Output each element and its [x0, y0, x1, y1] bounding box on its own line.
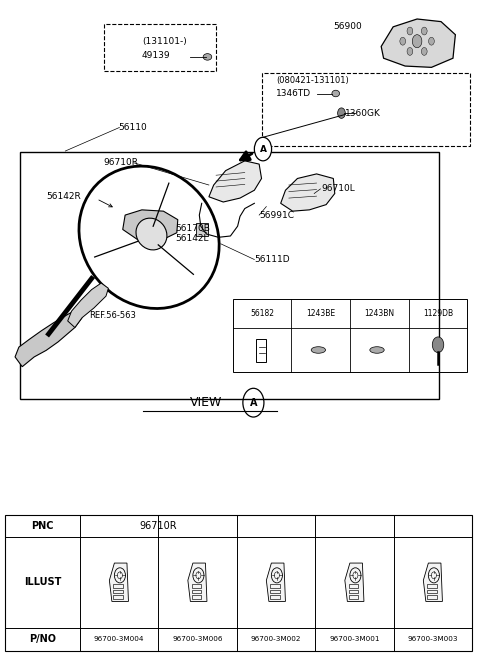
Text: 56142R: 56142R	[46, 193, 81, 201]
Bar	[196, 223, 208, 236]
Text: (131101-): (131101-)	[142, 37, 187, 46]
Ellipse shape	[370, 346, 384, 353]
Bar	[349, 590, 359, 593]
Text: 56900: 56900	[333, 22, 362, 31]
Bar	[427, 590, 437, 593]
Text: 56142L: 56142L	[175, 234, 209, 243]
Text: 96710R: 96710R	[139, 521, 177, 531]
Text: 1129DB: 1129DB	[423, 309, 453, 318]
Text: 56111D: 56111D	[254, 255, 290, 264]
Bar	[349, 584, 359, 588]
Text: 1346TD: 1346TD	[276, 89, 311, 98]
Ellipse shape	[203, 54, 212, 60]
Polygon shape	[381, 19, 456, 67]
Circle shape	[432, 337, 444, 352]
Polygon shape	[123, 210, 178, 242]
Text: REF.56-563: REF.56-563	[89, 311, 136, 320]
Circle shape	[254, 138, 272, 161]
Polygon shape	[15, 309, 82, 367]
Polygon shape	[423, 563, 443, 601]
Text: P/NO: P/NO	[29, 635, 56, 645]
Polygon shape	[345, 563, 364, 601]
Text: A: A	[250, 398, 257, 407]
Text: 96700-3M002: 96700-3M002	[251, 637, 301, 643]
Text: 96700-3M001: 96700-3M001	[329, 637, 380, 643]
Text: (080421-131101): (080421-131101)	[276, 76, 348, 85]
Circle shape	[421, 47, 427, 55]
Text: PNC: PNC	[31, 521, 54, 531]
Circle shape	[407, 47, 413, 55]
Circle shape	[429, 37, 434, 45]
Text: 1360GK: 1360GK	[345, 109, 381, 118]
Polygon shape	[68, 283, 108, 328]
Polygon shape	[281, 174, 335, 211]
Circle shape	[407, 27, 413, 35]
Bar	[270, 590, 280, 593]
Text: 96710L: 96710L	[322, 185, 355, 193]
Text: 96700-3M006: 96700-3M006	[172, 637, 223, 643]
Polygon shape	[109, 563, 129, 601]
Bar	[427, 595, 437, 599]
Bar	[427, 584, 437, 588]
Bar	[192, 584, 202, 588]
Circle shape	[337, 108, 345, 119]
Bar	[270, 584, 280, 588]
Ellipse shape	[311, 346, 325, 353]
Text: 49139: 49139	[142, 51, 170, 60]
Text: ILLUST: ILLUST	[24, 577, 61, 588]
Text: 1243BN: 1243BN	[364, 309, 395, 318]
Bar	[113, 590, 123, 593]
Text: 96700-3M003: 96700-3M003	[408, 637, 458, 643]
Polygon shape	[266, 563, 286, 601]
Text: A: A	[260, 145, 266, 153]
Ellipse shape	[136, 218, 167, 250]
Circle shape	[421, 27, 427, 35]
Circle shape	[412, 35, 422, 48]
Text: 96700-3M004: 96700-3M004	[94, 637, 144, 643]
Bar	[270, 595, 280, 599]
Text: 56182: 56182	[250, 309, 274, 318]
Text: 56991C: 56991C	[259, 210, 294, 219]
Polygon shape	[209, 161, 262, 202]
Text: 96710R: 96710R	[104, 159, 139, 167]
Text: VIEW: VIEW	[190, 396, 223, 409]
Bar	[192, 595, 202, 599]
Bar	[256, 339, 266, 362]
Text: 56110: 56110	[118, 123, 147, 132]
Polygon shape	[188, 563, 207, 601]
Bar	[113, 584, 123, 588]
Text: 1243BE: 1243BE	[306, 309, 336, 318]
Circle shape	[400, 37, 406, 45]
Bar	[192, 590, 202, 593]
Text: 56170B: 56170B	[175, 223, 210, 233]
Bar	[113, 595, 123, 599]
Bar	[349, 595, 359, 599]
Ellipse shape	[332, 90, 339, 97]
